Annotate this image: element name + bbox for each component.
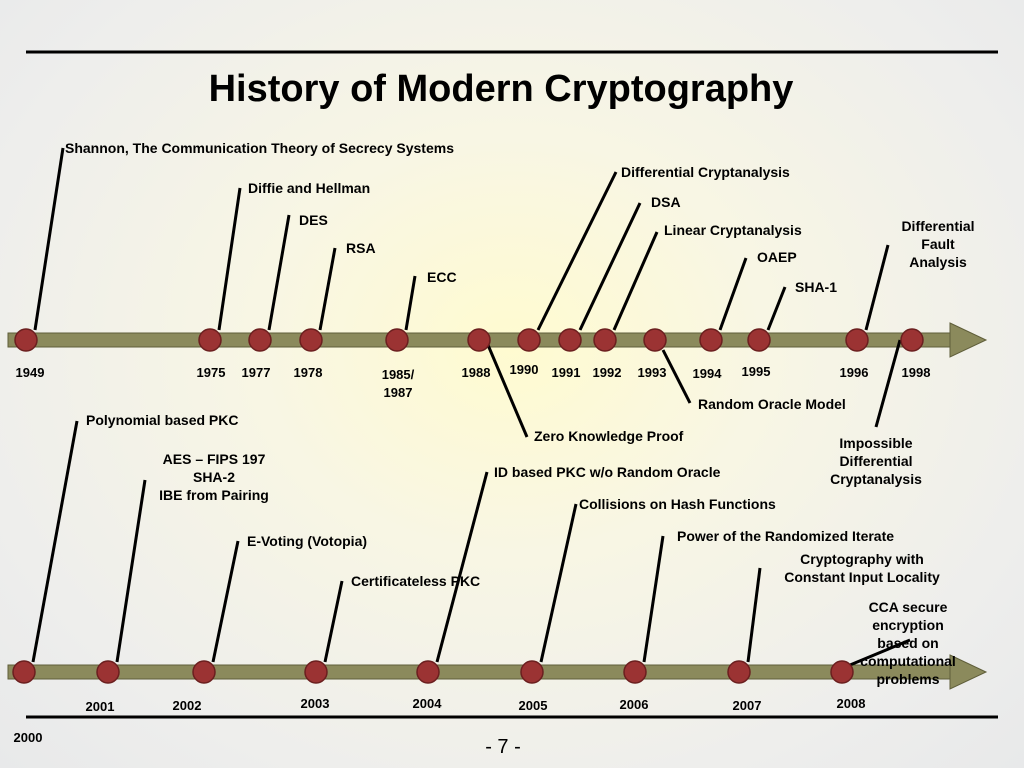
event-label: Impossible Differential Cryptanalysis bbox=[830, 435, 922, 487]
year-label: 2008 bbox=[836, 696, 866, 711]
timeline-dot bbox=[830, 660, 854, 684]
event-label: Power of the Randomized Iterate bbox=[677, 528, 895, 544]
year-label: 1996 bbox=[839, 365, 869, 380]
event-connector bbox=[642, 535, 665, 663]
timeline-dot bbox=[198, 328, 222, 352]
year-label: 1994 bbox=[692, 366, 722, 381]
year-label: 1975 bbox=[196, 365, 226, 380]
year-label: 2002 bbox=[172, 698, 202, 713]
event-connector bbox=[766, 286, 787, 331]
year-label: 1990 bbox=[509, 362, 539, 377]
timeline-dot bbox=[14, 328, 38, 352]
event-connector bbox=[612, 231, 659, 331]
event-label: Cryptography with Constant Input Localit… bbox=[784, 551, 940, 585]
event-label: Differential Fault Analysis bbox=[901, 218, 975, 270]
timeline-dot bbox=[248, 328, 272, 352]
event-label: AES – FIPS 197 SHA-2 IBE from Pairing bbox=[159, 451, 269, 503]
event-connector bbox=[323, 580, 344, 663]
timeline-dot bbox=[593, 328, 617, 352]
year-label: 1985/ 1987 bbox=[381, 367, 415, 400]
timeline-arrow bbox=[7, 322, 988, 358]
event-connector bbox=[661, 349, 692, 404]
event-label: Linear Cryptanalysis bbox=[664, 222, 802, 238]
event-connector bbox=[486, 344, 529, 438]
event-connector bbox=[849, 638, 911, 667]
timeline-dot bbox=[520, 660, 544, 684]
timeline-dot bbox=[416, 660, 440, 684]
timeline-dot bbox=[727, 660, 751, 684]
year-label: 1949 bbox=[15, 365, 45, 380]
timeline-dot bbox=[304, 660, 328, 684]
event-label: DES bbox=[299, 212, 328, 228]
event-label: E-Voting (Votopia) bbox=[247, 533, 368, 549]
timeline-dot bbox=[467, 328, 491, 352]
year-label: 2000 bbox=[13, 730, 43, 745]
timeline-dot bbox=[385, 328, 409, 352]
event-connector bbox=[404, 275, 417, 331]
event-label: SHA-1 bbox=[795, 279, 838, 295]
year-label: 1978 bbox=[293, 365, 323, 380]
event-label: DSA bbox=[651, 194, 681, 210]
timeline-dot bbox=[299, 328, 323, 352]
year-label: 1995 bbox=[741, 364, 771, 379]
event-label: OAEP bbox=[757, 249, 797, 265]
event-connector bbox=[217, 187, 242, 331]
year-label: 2003 bbox=[300, 696, 330, 711]
timeline-dot bbox=[558, 328, 582, 352]
event-connector bbox=[31, 420, 79, 663]
event-label: Certificateless PKC bbox=[351, 573, 481, 589]
slide-title: History of Modern Cryptography bbox=[208, 68, 794, 110]
event-connector bbox=[539, 503, 578, 663]
timeline-arrow bbox=[7, 654, 988, 690]
event-connector bbox=[435, 471, 489, 663]
timeline-dot bbox=[623, 660, 647, 684]
event-label: Zero Knowledge Proof bbox=[534, 428, 684, 444]
year-label: 1991 bbox=[551, 365, 581, 380]
event-label: Collisions on Hash Functions bbox=[579, 496, 776, 512]
event-connector bbox=[718, 257, 748, 331]
event-label: Random Oracle Model bbox=[698, 396, 846, 412]
timeline-dot bbox=[699, 328, 723, 352]
year-label: 1988 bbox=[461, 365, 491, 380]
timeline-dot bbox=[12, 660, 36, 684]
event-label: Differential Cryptanalysis bbox=[621, 164, 790, 180]
event-connector bbox=[318, 247, 337, 331]
event-connector bbox=[211, 540, 240, 663]
year-label: 2004 bbox=[412, 696, 442, 711]
event-label: Diffie and Hellman bbox=[248, 180, 371, 196]
event-connector bbox=[33, 147, 65, 331]
event-connector bbox=[115, 479, 147, 663]
event-label: ECC bbox=[427, 269, 457, 285]
year-label: 1998 bbox=[901, 365, 931, 380]
event-connector bbox=[267, 214, 291, 331]
event-label: CCA secure encryption based on computati… bbox=[860, 599, 956, 687]
event-label: RSA bbox=[346, 240, 376, 256]
year-label: 2001 bbox=[85, 699, 115, 714]
event-connector bbox=[746, 567, 762, 663]
timeline-dot bbox=[747, 328, 771, 352]
event-label: Polynomial based PKC bbox=[86, 412, 239, 428]
event-label: ID based PKC w/o Random Oracle bbox=[494, 464, 721, 480]
timeline-dot bbox=[517, 328, 541, 352]
year-label: 2006 bbox=[619, 697, 649, 712]
event-connector bbox=[864, 244, 890, 331]
year-label: 1992 bbox=[592, 365, 622, 380]
timeline-dot bbox=[96, 660, 120, 684]
event-label: Shannon, The Communication Theory of Sec… bbox=[65, 140, 454, 156]
timeline-dot bbox=[192, 660, 216, 684]
event-connector bbox=[874, 339, 902, 428]
year-label: 2005 bbox=[518, 698, 548, 713]
year-label: 1993 bbox=[637, 365, 667, 380]
timeline-dot bbox=[900, 328, 924, 352]
year-label: 1977 bbox=[241, 365, 271, 380]
event-connector bbox=[536, 171, 618, 331]
year-label: 2007 bbox=[732, 698, 762, 713]
page-number: - 7 - bbox=[485, 736, 521, 758]
timeline-dot bbox=[845, 328, 869, 352]
timeline-dot bbox=[643, 328, 667, 352]
event-connector bbox=[578, 202, 642, 331]
